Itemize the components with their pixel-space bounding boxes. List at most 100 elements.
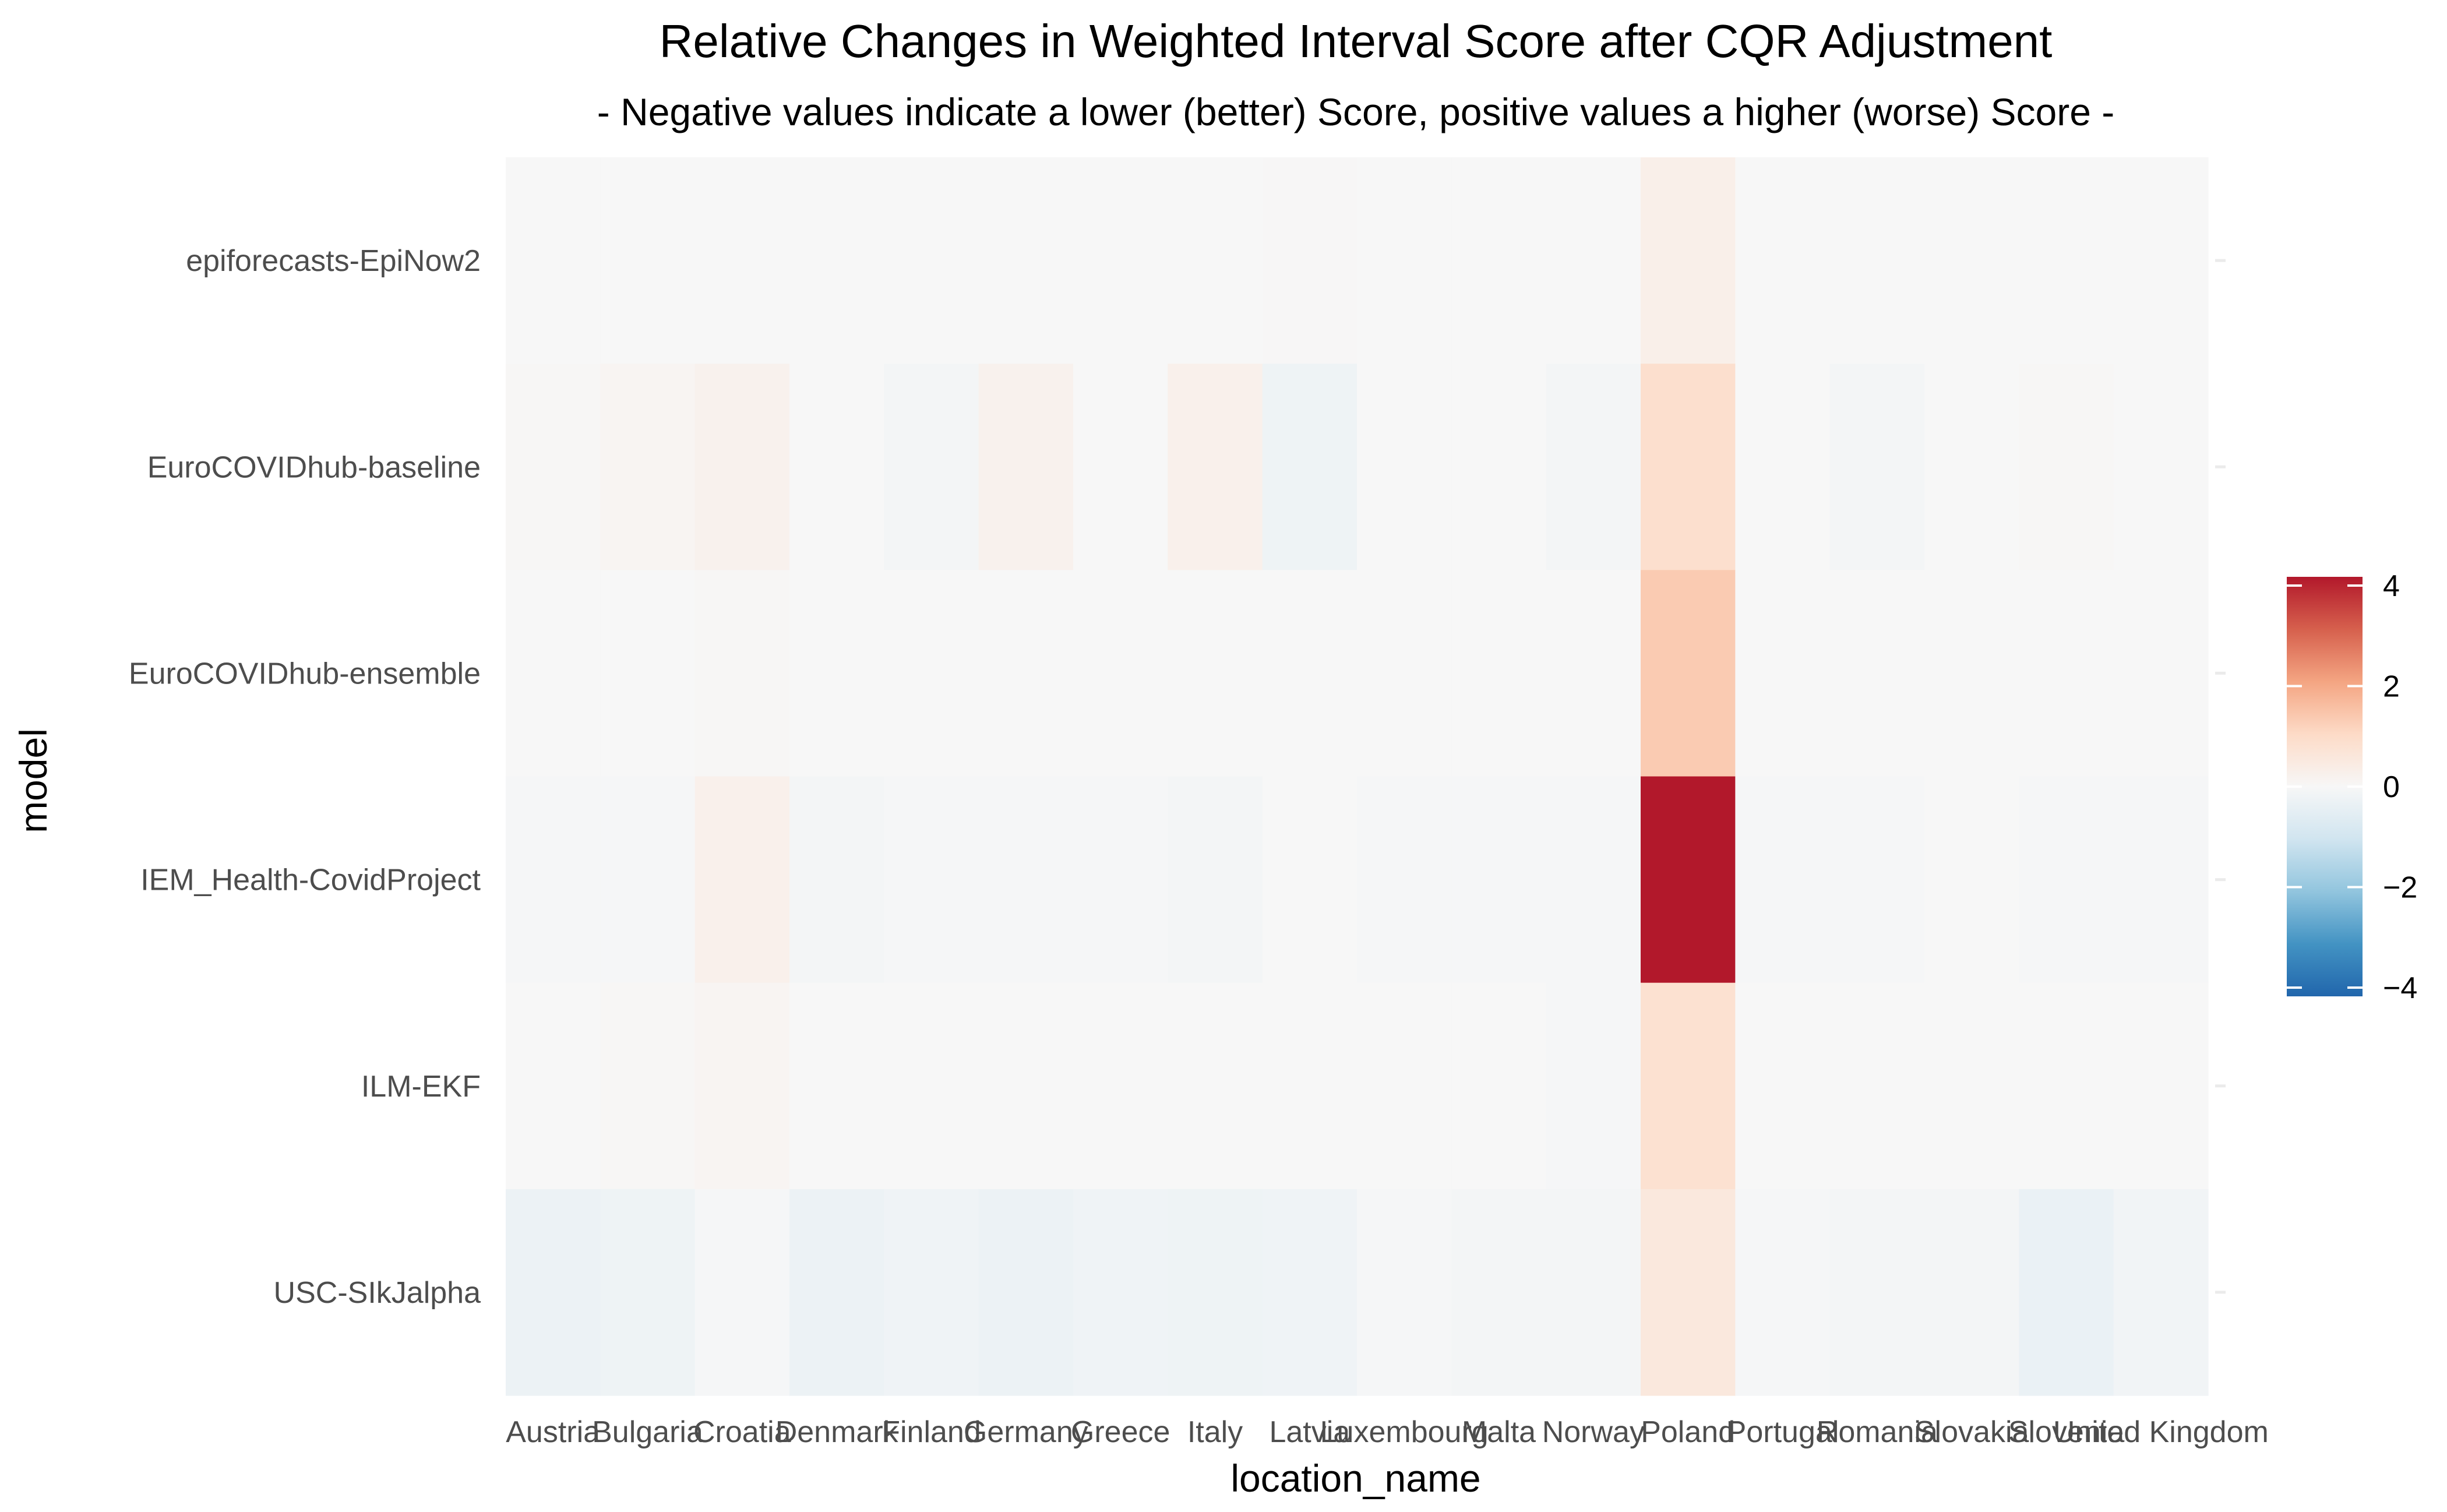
heatmap-cell [1546,776,1641,984]
legend-tick-label: 0 [2383,770,2400,804]
heatmap-cell [1735,570,1831,777]
heatmap-cell [884,776,979,984]
heatmap-cell [1829,157,1925,364]
heatmap-cell [1073,982,1168,1190]
heatmap-cell [884,364,979,570]
x-tick-label: Malta [1462,1415,1536,1449]
heatmap-cell [884,157,979,364]
heatmap-cell [2019,364,2114,570]
x-tick-labels: AustriaBulgariaCroatiaDenmarkFinlandGerm… [506,1415,2269,1449]
heatmap-cell [1735,982,1831,1190]
heatmap-cell [1357,1189,1452,1396]
heatmap-cell [1924,776,2019,984]
heatmap-cell [1641,776,1736,984]
heatmap-cell [1357,157,1452,364]
heatmap-cell [789,570,884,777]
heatmap-cell [600,364,696,570]
heatmap-cell [1546,570,1641,777]
heatmap-cell [2113,776,2209,984]
heatmap-cell [1924,982,2019,1190]
heatmap-cell [1641,1189,1736,1396]
heatmap-cell [506,570,601,777]
heatmap-cell [1262,157,1358,364]
heatmap-cell [789,157,884,364]
heatmap-cell [1451,157,1547,364]
x-tick-label: Austria [506,1415,600,1449]
heatmap-cell [1357,570,1452,777]
y-tick-label: IEM_Health-CovidProject [140,864,481,897]
y-tick-label: ILM-EKF [361,1070,481,1104]
x-tick-label: Denmark [775,1415,899,1449]
x-tick-label: Finland [882,1415,981,1449]
heatmap-cell [506,776,601,984]
heatmap-cell [600,1189,696,1396]
heatmap-cell [884,1189,979,1396]
heatmap-cell [1829,982,1925,1190]
y-tick-label: USC-SIkJalpha [274,1276,481,1310]
heatmap-cell [1073,1189,1168,1396]
heatmap-cell [1262,776,1358,984]
x-tick-label: Portugal [1726,1415,1839,1449]
heatmap-cell [1357,364,1452,570]
heatmap-cell [1829,570,1925,777]
y-tick-label: EuroCOVIDhub-ensemble [129,657,481,690]
heatmap-cell [1735,364,1831,570]
x-tick-label: Poland [1641,1415,1735,1449]
heatmap-cell [506,982,601,1190]
heatmap-cell [1641,982,1736,1190]
chart-title: Relative Changes in Weighted Interval Sc… [660,15,2053,67]
heatmap-cell [694,776,790,984]
heatmap-cell [2019,982,2114,1190]
heatmap-cell [1451,570,1547,777]
heatmap-cell [600,776,696,984]
x-tick-label: Bulgaria [592,1415,703,1449]
heatmap-cell [1168,570,1263,777]
x-tick-label: Greece [1071,1415,1170,1449]
x-axis-title: location_name [1230,1457,1480,1500]
heatmap-cell [2113,364,2209,570]
x-tick-label: Croatia [693,1415,791,1449]
x-tick-label: United Kingdom [2053,1415,2269,1449]
heatmap-cell [1546,982,1641,1190]
y-tick-marks [2215,259,2226,1294]
heatmap-cell [1451,776,1547,984]
heatmap-cell [1168,982,1263,1190]
heatmap-cell [978,570,1074,777]
heatmap-cell [600,157,696,364]
heatmap-cell [2019,570,2114,777]
y-axis-title: model [12,728,55,833]
heatmap-cell [1073,570,1168,777]
heatmap-cell [1262,364,1358,570]
heatmap-cell [978,157,1074,364]
heatmap-cell [1829,1189,1925,1396]
heatmap-cell [1641,364,1736,570]
heatmap-cell [1073,776,1168,984]
heatmap-cell [1735,776,1831,984]
heatmap-cell [1546,364,1641,570]
heatmap-cell [978,1189,1074,1396]
heatmap-cell [884,570,979,777]
x-tick-label: Slovakia [1914,1415,2029,1449]
heatmap-cell [789,1189,884,1396]
heatmap-cell [1168,1189,1263,1396]
heatmap-cell [789,776,884,984]
legend-tick-label: 2 [2383,670,2400,704]
heatmap-cell [978,982,1074,1190]
x-tick-label: Latvia [1269,1415,1350,1449]
heatmap-cell [1829,364,1925,570]
heatmap-cell [1546,1189,1641,1396]
y-tick-labels: epiforecasts-EpiNow2 EuroCOVIDhub-baselin… [129,244,481,1310]
heatmap-cell [506,364,601,570]
heatmap-cell [1924,1189,2019,1396]
heatmap-cell [1451,1189,1547,1396]
heatmap-cell [1451,364,1547,570]
heatmap-cell [694,157,790,364]
heatmap-cell [1829,776,1925,984]
heatmap-cell [1451,982,1547,1190]
heatmap-cell [1262,570,1358,777]
x-tick-label: Romania [1817,1415,1938,1449]
heatmap-cell [2019,1189,2114,1396]
heatmap-cell [694,1189,790,1396]
x-tick-label: Slovenia [2008,1415,2125,1449]
